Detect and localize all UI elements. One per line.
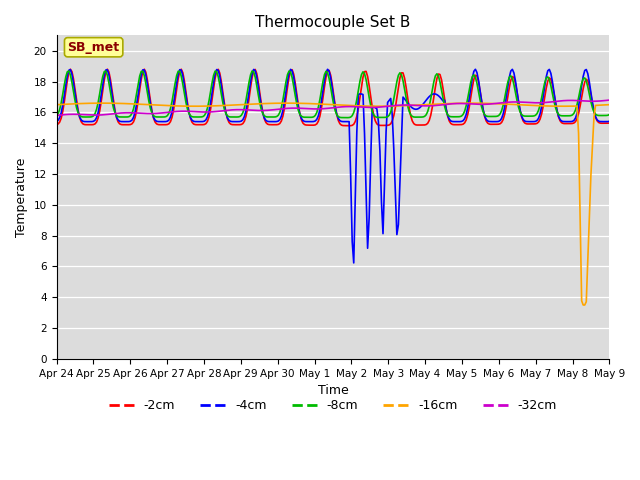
- -8cm: [236, 114, 244, 120]
- -32cm: [218, 108, 225, 114]
- -2cm: [247, 85, 255, 91]
- -8cm: [245, 79, 253, 85]
- -4cm: [236, 119, 244, 124]
- -4cm: [245, 89, 253, 95]
- -8cm: [218, 91, 225, 97]
- -32cm: [245, 107, 253, 113]
- -8cm: [120, 114, 128, 120]
- -32cm: [236, 107, 244, 112]
- -32cm: [605, 97, 613, 103]
- -32cm: [52, 113, 60, 119]
- Title: Thermocouple Set B: Thermocouple Set B: [255, 15, 411, 30]
- -2cm: [605, 120, 613, 126]
- -32cm: [575, 98, 582, 104]
- -8cm: [578, 80, 586, 86]
- -4cm: [578, 83, 586, 89]
- -4cm: [52, 119, 60, 124]
- Line: -16cm: -16cm: [56, 103, 609, 305]
- -2cm: [346, 123, 353, 129]
- -4cm: [350, 260, 358, 266]
- -32cm: [294, 105, 302, 111]
- -2cm: [52, 122, 60, 128]
- -16cm: [247, 101, 255, 107]
- -16cm: [579, 302, 587, 308]
- -8cm: [605, 112, 613, 118]
- -8cm: [52, 113, 60, 119]
- -2cm: [578, 95, 586, 100]
- -16cm: [219, 103, 227, 108]
- -4cm: [605, 119, 613, 124]
- -2cm: [296, 111, 304, 117]
- -32cm: [120, 110, 128, 116]
- -4cm: [218, 83, 225, 88]
- Line: -4cm: -4cm: [56, 69, 609, 263]
- -8cm: [248, 68, 256, 74]
- -16cm: [52, 102, 60, 108]
- -2cm: [219, 89, 227, 95]
- -4cm: [294, 104, 302, 110]
- Line: -8cm: -8cm: [56, 71, 609, 118]
- -2cm: [122, 122, 130, 128]
- -16cm: [296, 100, 304, 106]
- -16cm: [99, 100, 107, 106]
- -16cm: [576, 214, 584, 220]
- -8cm: [296, 111, 304, 117]
- Line: -2cm: -2cm: [56, 69, 609, 126]
- -8cm: [344, 115, 351, 120]
- -4cm: [472, 66, 479, 72]
- -16cm: [237, 102, 245, 108]
- -2cm: [237, 121, 245, 127]
- -4cm: [120, 119, 128, 124]
- -16cm: [605, 102, 613, 108]
- -2cm: [104, 66, 111, 72]
- Text: SB_met: SB_met: [68, 41, 120, 54]
- X-axis label: Time: Time: [317, 384, 348, 397]
- -16cm: [122, 101, 130, 107]
- Line: -32cm: -32cm: [56, 100, 609, 116]
- Legend: -2cm, -4cm, -8cm, -16cm, -32cm: -2cm, -4cm, -8cm, -16cm, -32cm: [104, 395, 562, 418]
- Y-axis label: Temperature: Temperature: [15, 157, 28, 237]
